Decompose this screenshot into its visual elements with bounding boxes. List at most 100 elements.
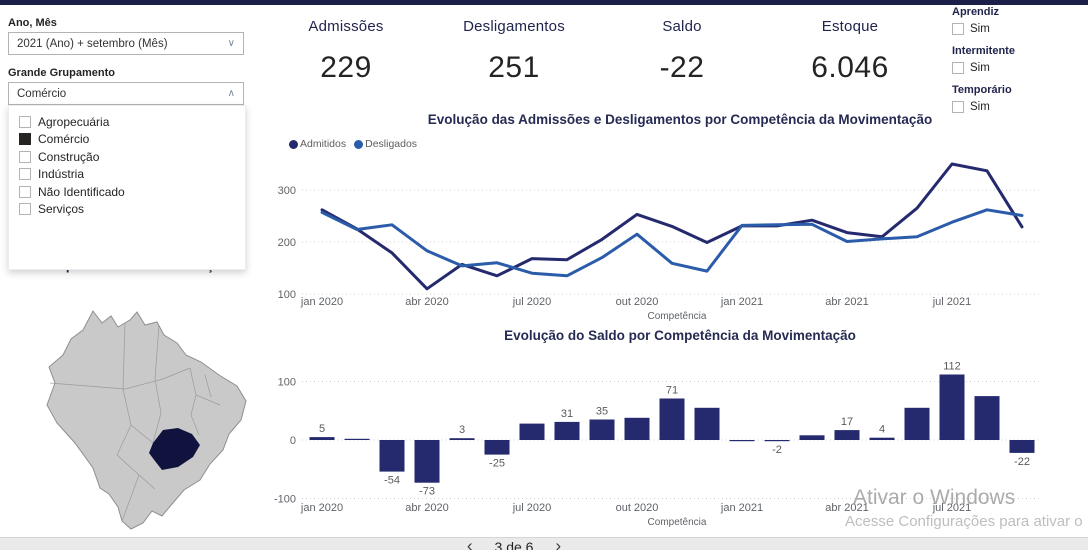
next-page-button[interactable]: › [555, 536, 562, 550]
grouping-dropdown[interactable]: Comércio ∧ [8, 82, 244, 105]
filter-option-label: Sim [970, 23, 990, 35]
line-series-desligados[interactable] [320, 208, 1024, 278]
x-axis-tick-label: abr 2020 [405, 502, 448, 514]
slicer-option-label: Serviços [38, 202, 85, 217]
checkbox-unchecked[interactable] [952, 101, 964, 113]
kpi-label: Saldo [662, 18, 702, 35]
checkbox-unchecked[interactable] [19, 185, 31, 198]
year-month-slicer-label: Ano, Mês [8, 17, 57, 29]
y-axis-tick-label: 0 [290, 435, 296, 447]
bar-value-label: 5 [319, 423, 325, 435]
x-axis-tick-label: jan 2021 [720, 296, 763, 308]
legend-item-desligados[interactable]: Desligados [354, 138, 417, 150]
bar-value-label: 35 [596, 406, 608, 418]
bar-jul-2021[interactable] [939, 374, 965, 441]
previous-page-button[interactable]: ‹ [466, 536, 473, 550]
bar-value-label: 31 [561, 408, 573, 420]
checkbox-unchecked[interactable] [19, 168, 31, 181]
checkbox-unchecked[interactable] [19, 203, 31, 216]
bar-value-label: -2 [772, 444, 782, 456]
checkbox-unchecked[interactable] [952, 23, 964, 35]
state-minas-gerais[interactable] [149, 428, 200, 470]
bar-fev-2021[interactable] [764, 440, 790, 442]
bar-set-2021[interactable] [1009, 440, 1035, 453]
bar-jun-2021[interactable] [904, 407, 930, 440]
slicer-option-3[interactable]: Indústria [19, 166, 245, 184]
chevron-down-icon: ∨ [227, 38, 235, 49]
x-axis-tick-label: jul 2020 [512, 502, 552, 514]
bar-jul-2020[interactable] [519, 423, 545, 440]
bar-jun-2020[interactable] [484, 440, 510, 455]
checkbox-unchecked[interactable] [19, 150, 31, 163]
bar-dez-2020[interactable] [694, 407, 720, 440]
slicer-option-1[interactable]: Comércio [19, 131, 245, 149]
checkbox-unchecked[interactable] [19, 115, 31, 128]
filter-option[interactable]: Sim [952, 62, 1082, 74]
bar-value-label: 4 [879, 424, 885, 436]
chevron-up-icon: ∧ [227, 88, 235, 99]
kpi-card-2: Saldo -22 [598, 12, 766, 97]
bar-abr-2021[interactable] [834, 430, 860, 440]
legend-label: Desligados [365, 138, 418, 150]
grouping-slicer-label: Grande Grupamento [8, 67, 115, 79]
legend-dot-icon [289, 139, 298, 149]
filter-option[interactable]: Sim [952, 23, 1082, 35]
checkbox-checked[interactable] [19, 133, 31, 146]
bar-ago-2020[interactable] [554, 421, 580, 440]
bar-out-2020[interactable] [624, 417, 650, 440]
bar-value-label: -22 [1014, 456, 1030, 468]
bar-value-label: -25 [489, 458, 505, 470]
filter-group-0: Aprendiz Sim [952, 6, 1082, 35]
checkbox-unchecked[interactable] [952, 62, 964, 74]
slicer-option-2[interactable]: Construção [19, 148, 245, 166]
bar-nov-2020[interactable] [659, 398, 685, 441]
y-axis-tick-label: 100 [278, 377, 296, 389]
bar-mar-2020[interactable] [379, 440, 405, 472]
year-month-dropdown[interactable]: 2021 (Ano) + setembro (Mês) ∨ [8, 32, 244, 55]
line-series-admitidos[interactable] [320, 162, 1024, 291]
bar-mai-2021[interactable] [869, 437, 895, 440]
brazil-map[interactable] [5, 283, 257, 533]
x-axis-tick-label: jan 2021 [720, 502, 763, 514]
slicer-option-4[interactable]: Não Identificado [19, 183, 245, 201]
bar-abr-2020[interactable] [414, 440, 440, 483]
bar-ago-2021[interactable] [974, 396, 1000, 440]
slicer-option-0[interactable]: Agropecuária [19, 113, 245, 131]
filter-label: Temporário [952, 84, 1012, 96]
x-axis-tick-label: abr 2021 [825, 502, 868, 514]
grouping-options-panel: Agropecuária Comércio Construção Indústria N… [8, 105, 246, 270]
bar-mai-2020[interactable] [449, 438, 475, 440]
bar-mar-2021[interactable] [799, 435, 825, 440]
x-axis-tick-label: jul 2021 [932, 296, 972, 308]
y-axis-tick-label: 300 [278, 185, 296, 197]
bar-jan-2020[interactable] [309, 437, 335, 440]
y-axis-tick-label: 200 [278, 237, 296, 249]
legend-dot-icon [354, 139, 364, 149]
x-axis-tick-label: out 2020 [616, 296, 659, 308]
brazil-outline[interactable] [46, 310, 247, 530]
kpi-value: 6.046 [811, 51, 889, 84]
bar-value-label: 17 [841, 416, 853, 428]
filter-label: Aprendiz [952, 6, 1000, 18]
bar-jan-2021[interactable] [729, 440, 755, 442]
x-axis-tick-label: jul 2020 [512, 296, 552, 308]
bar-fev-2020[interactable] [344, 438, 370, 440]
bar-value-label: 3 [459, 424, 465, 436]
page-navigation: ‹ 3 de 6 › [466, 536, 562, 550]
x-axis-tick-label: jan 2020 [300, 502, 343, 514]
filter-option-label: Sim [970, 62, 990, 74]
year-month-dropdown-value: 2021 (Ano) + setembro (Mês) [17, 37, 168, 50]
filter-option[interactable]: Sim [952, 101, 1082, 113]
windows-activation-watermark: Ativar o Windows [853, 486, 1016, 509]
slicer-option-5[interactable]: Serviços [19, 201, 245, 219]
legend-item-admitidos[interactable]: Admitidos [289, 138, 346, 150]
bar-value-label: 112 [943, 361, 961, 373]
state-borders [49, 322, 221, 522]
legend-label: Admitidos [300, 138, 347, 150]
filter-group-2: Temporário Sim [952, 84, 1082, 113]
bar-set-2020[interactable] [589, 419, 615, 441]
x-axis-tick-label: jan 2020 [300, 296, 343, 308]
x-axis-tick-label: abr 2021 [825, 296, 868, 308]
line-chart-legend: Admitidos Desligados [289, 138, 417, 150]
